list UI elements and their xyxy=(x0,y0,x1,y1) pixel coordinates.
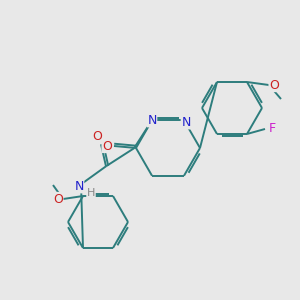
Text: O: O xyxy=(92,130,102,143)
Text: H: H xyxy=(87,188,95,198)
Text: O: O xyxy=(102,140,112,152)
Text: N: N xyxy=(74,180,84,193)
Text: F: F xyxy=(268,122,276,136)
Text: O: O xyxy=(269,79,279,92)
Text: N: N xyxy=(181,116,191,129)
Text: O: O xyxy=(53,193,63,206)
Text: N: N xyxy=(147,114,157,127)
